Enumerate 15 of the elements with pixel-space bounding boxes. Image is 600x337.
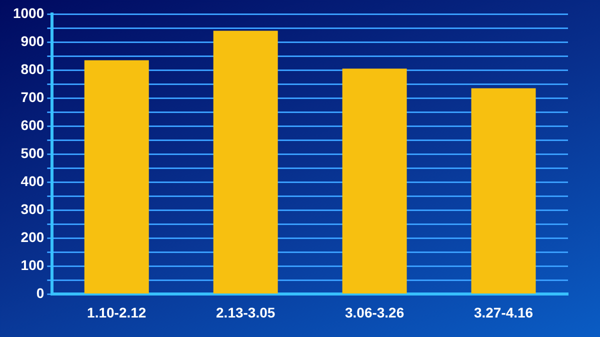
y-tick-label: 0	[36, 285, 44, 302]
y-tick-label: 400	[20, 172, 44, 189]
y-tick-label: 500	[20, 144, 44, 161]
y-tick-label: 600	[20, 116, 44, 133]
y-tick-label: 700	[20, 88, 44, 105]
x-tick-label: 1.10-2.12	[87, 304, 146, 320]
y-tick-label: 300	[20, 201, 44, 217]
x-tick-label: 2.13-3.05	[216, 304, 276, 320]
y-tick-label: 200	[20, 229, 44, 246]
y-tick-label: 1000	[12, 4, 44, 21]
y-tick-label: 100	[20, 257, 44, 274]
y-tick-label: 900	[20, 32, 44, 49]
y-tick-label: 800	[20, 60, 44, 77]
x-tick-label: 3.27-4.16	[474, 304, 534, 320]
x-tick-label: 3.06-3.26	[344, 304, 404, 320]
